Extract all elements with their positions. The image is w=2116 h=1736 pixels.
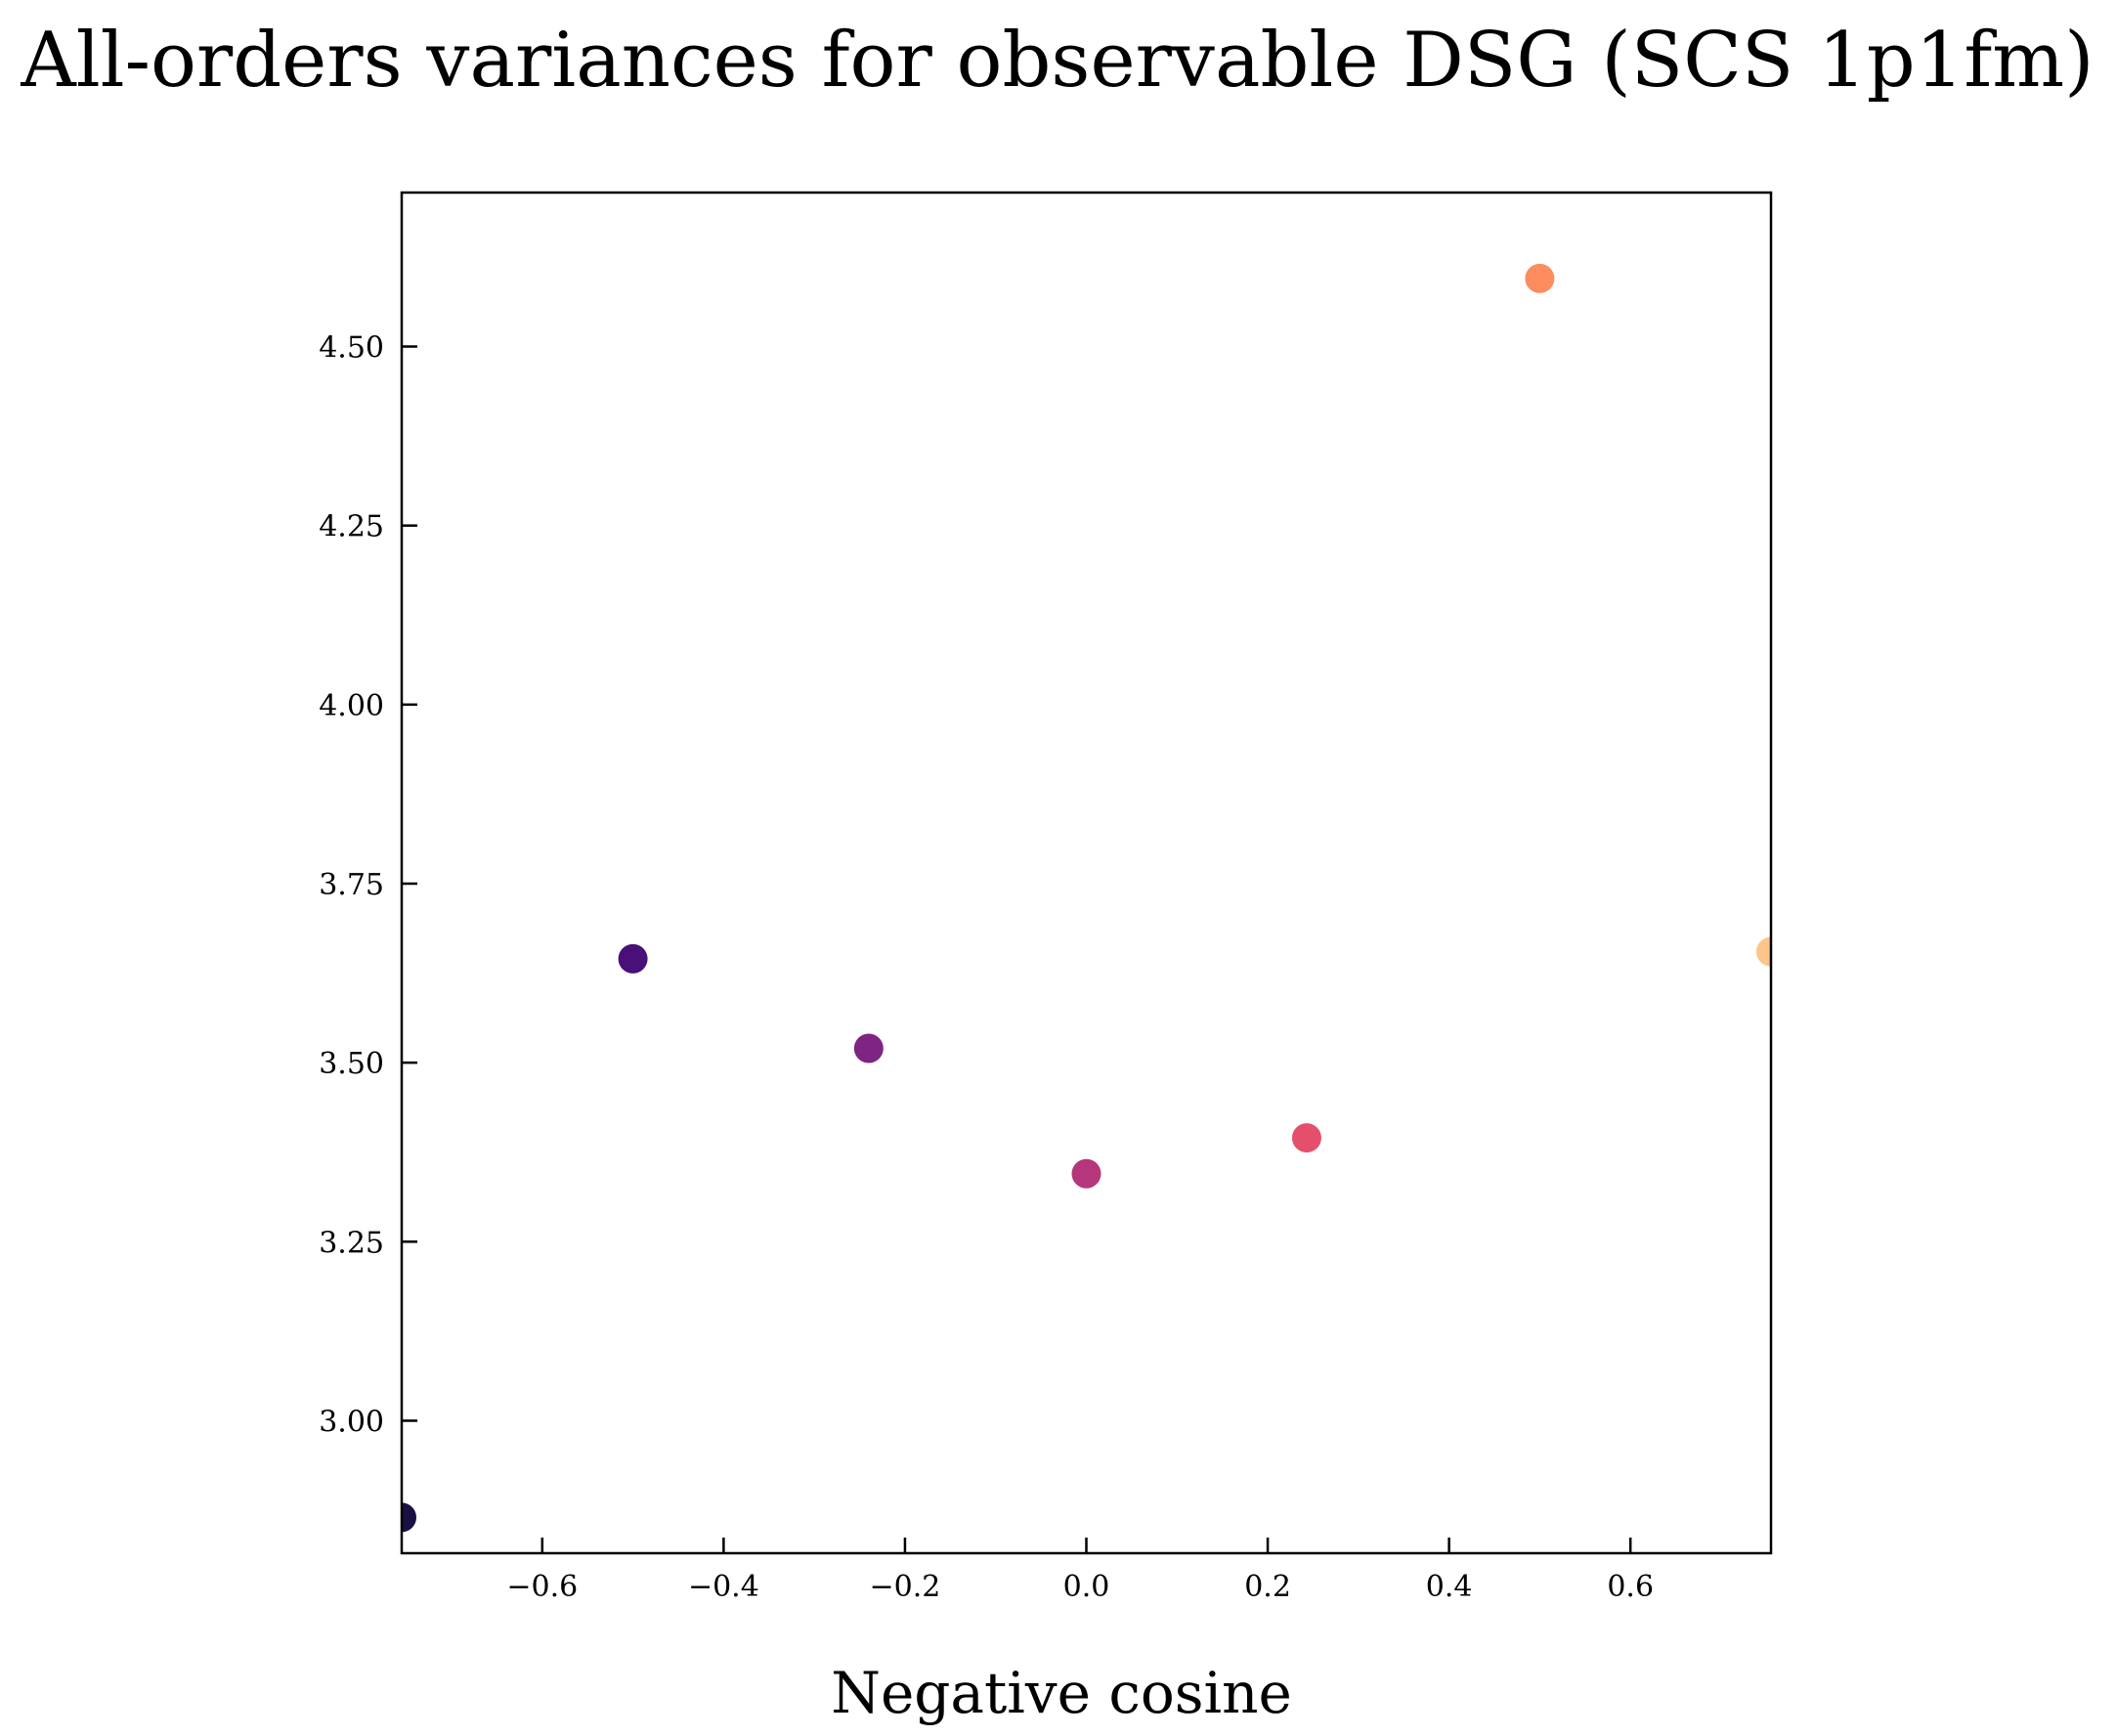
y-axis-tick-labels: 3.00 3.25 3.50 3.75 4.00 4.25 4.50 [319, 331, 384, 1440]
chart-title: All-orders variances for observable DSG … [20, 17, 2094, 105]
data-point [618, 943, 648, 974]
data-points [402, 263, 1771, 1533]
data-point [402, 1502, 416, 1533]
y-tick-label: 4.00 [319, 689, 384, 723]
data-point [853, 1033, 884, 1063]
y-axis-ticks [402, 345, 417, 1422]
y-tick-label: 4.50 [319, 331, 384, 366]
y-tick-label: 4.25 [319, 510, 384, 544]
x-axis-ticks [540, 1538, 1632, 1553]
x-tick-label: 0.6 [1607, 1570, 1654, 1604]
plot-area-frame [400, 191, 1773, 1555]
x-axis-label: Negative cosine [831, 1660, 1292, 1726]
data-point [1756, 936, 1771, 967]
data-point [1071, 1158, 1101, 1189]
x-tick-label: −0.4 [688, 1570, 759, 1604]
data-point [1525, 263, 1555, 293]
y-tick-label: 3.50 [319, 1047, 384, 1081]
x-tick-label: −0.6 [506, 1570, 578, 1604]
x-tick-label: 0.0 [1063, 1570, 1110, 1604]
x-tick-label: −0.2 [870, 1570, 941, 1604]
y-tick-label: 3.25 [319, 1226, 384, 1260]
y-tick-label: 3.75 [319, 868, 384, 902]
data-point [1291, 1123, 1321, 1153]
y-tick-label: 3.00 [319, 1405, 384, 1439]
x-axis-tick-labels: −0.6 −0.4 −0.2 0.0 0.2 0.4 0.6 [506, 1570, 1654, 1604]
x-tick-label: 0.2 [1244, 1570, 1291, 1604]
x-tick-label: 0.4 [1426, 1570, 1473, 1604]
